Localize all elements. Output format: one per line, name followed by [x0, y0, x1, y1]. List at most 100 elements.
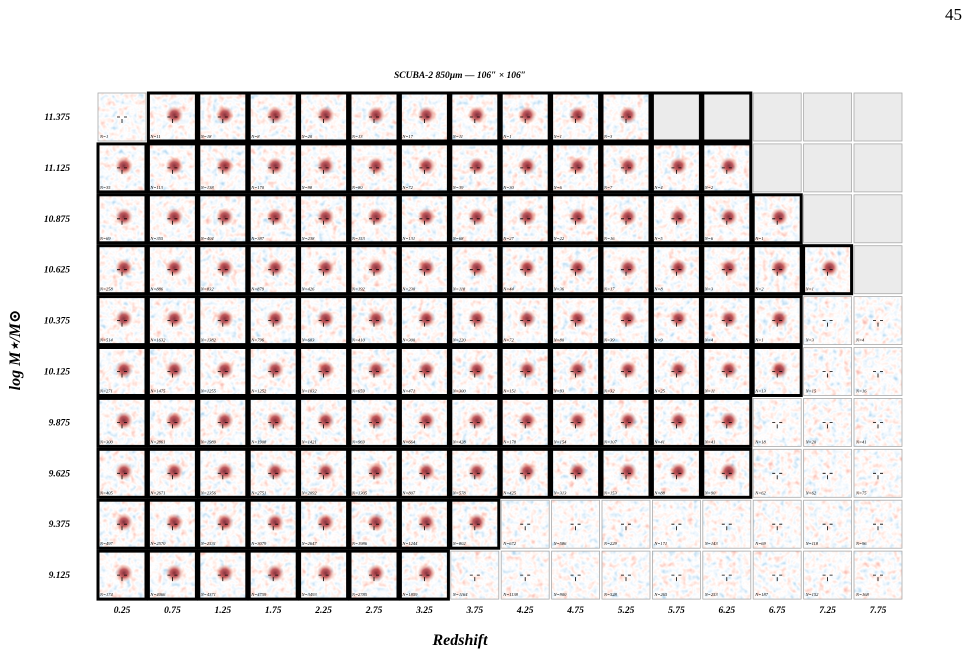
row-label: 11.125: [44, 164, 70, 174]
stamp: N=8: [650, 244, 702, 296]
stamp-label: N=32: [603, 389, 615, 394]
stamp-label: N=22: [553, 236, 565, 241]
stamp-label: N=143: [704, 541, 719, 546]
stamp-label: N=425: [502, 490, 517, 495]
stamp: N=1859: [398, 549, 450, 601]
stamp: N=6: [550, 142, 602, 194]
row-label: 10.625: [44, 266, 70, 276]
stamp-label: N=4: [653, 185, 663, 190]
stamp: N=75: [853, 448, 903, 498]
stamp: N=796: [247, 295, 299, 347]
stamp-label: N=17: [603, 287, 615, 292]
stamp-label: N=98: [301, 185, 313, 190]
stamp-label: N=2570: [149, 541, 166, 546]
stamp-label: N=969: [351, 439, 366, 444]
stamp: N=2: [701, 142, 753, 194]
row-label: 9.125: [49, 571, 71, 581]
stamp: N=68: [449, 193, 501, 245]
stamp-label: N=1: [99, 134, 108, 139]
stamp: N=2647: [298, 498, 350, 550]
stamp: N=3493: [298, 549, 350, 601]
stamp: N=1138: [500, 550, 550, 600]
stamp: N=3: [803, 296, 852, 346]
stamp: N=39: [600, 295, 652, 347]
stamp-label: N=1: [754, 236, 763, 241]
stamp-label: N=18: [754, 439, 766, 444]
row-label: 11.375: [44, 113, 70, 123]
stamp-label: N=15: [805, 389, 817, 394]
stamp: N=90: [701, 447, 753, 499]
stamp: N=1: [550, 91, 602, 143]
column-label: 0.25: [114, 606, 131, 616]
stamp: [752, 143, 802, 193]
stamp-label: N=3079: [250, 541, 267, 546]
stamp: N=471: [398, 346, 450, 397]
stamp: [803, 92, 852, 142]
stamp: N=1382: [197, 295, 249, 347]
stamp: N=1: [499, 91, 551, 143]
stamp: N=107: [600, 396, 652, 448]
stamp-label: N=9: [653, 338, 663, 343]
stamp-label: N=2356: [200, 490, 217, 495]
stamp-label: N=3: [704, 287, 714, 292]
stamp: N=2751: [247, 447, 299, 499]
column-label: 0.75: [164, 606, 181, 616]
stamp-label: N=27: [502, 236, 514, 241]
column-label: 4.25: [516, 606, 534, 616]
stamp: N=1986: [348, 498, 400, 550]
stamp-label: N=8: [653, 287, 663, 292]
stamp-label: N=1252: [250, 389, 267, 394]
stamp: N=1164: [450, 550, 500, 600]
stamp: N=578: [449, 447, 501, 499]
stamp-label: N=187: [754, 592, 769, 597]
stamp: N=802: [449, 498, 501, 550]
stamp: [853, 92, 903, 142]
stamp: N=18: [752, 397, 802, 447]
stamp: N=39: [449, 142, 501, 194]
stamp-label: N=4371: [200, 592, 216, 597]
stamp-label: N=2751: [250, 490, 266, 495]
stamp: N=969: [348, 396, 400, 448]
stamp-label: N=603: [301, 338, 316, 343]
stamp: [853, 194, 903, 244]
stamp: N=17: [398, 91, 450, 143]
stamp: N=425: [499, 447, 551, 499]
stamp: N=271: [96, 346, 148, 397]
stamp-label: N=3493: [301, 592, 318, 597]
stamp: N=404: [197, 193, 249, 245]
stamp: N=900: [551, 550, 600, 600]
stamp-label: N=832: [200, 287, 215, 292]
stamp-label: N=68: [452, 236, 464, 241]
stamp-label: N=528: [603, 592, 618, 597]
stamp-label: N=1475: [149, 389, 166, 394]
stamp-label: N=2: [754, 287, 764, 292]
stamp: N=153: [600, 447, 652, 499]
stamp-label: N=41: [704, 439, 716, 444]
stamp-label: N=138: [200, 185, 215, 190]
figure-title: SCUBA-2 850µm — 106″ × 106″: [394, 71, 526, 81]
stamp: N=2: [751, 244, 803, 296]
stamp: N=832: [197, 244, 249, 296]
column-label: 1.75: [265, 606, 282, 616]
stamp-label: N=35: [99, 185, 111, 190]
stamp-label: N=69: [754, 541, 766, 546]
stamp-label: N=1255: [200, 389, 217, 394]
stamp-label: N=168: [855, 592, 870, 597]
stamp: N=138: [197, 142, 249, 194]
stamp-label: N=88: [653, 490, 665, 495]
stamp-label: N=313: [553, 490, 568, 495]
stamp: N=174: [96, 549, 148, 601]
row-label: 10.875: [44, 215, 70, 225]
stamp-label: N=6: [704, 236, 714, 241]
stamp-label: N=41: [653, 439, 665, 444]
stamp-label: N=113: [149, 185, 163, 190]
stamp: N=170: [247, 142, 299, 194]
stamp-label: N=171: [653, 541, 667, 546]
stamp-label: N=69: [99, 236, 111, 241]
stamp: N=41: [650, 396, 702, 448]
stamp-label: N=796: [250, 338, 265, 343]
stamp: [803, 143, 852, 193]
column-label: 3.25: [415, 606, 433, 616]
stamp: N=258: [96, 244, 148, 296]
